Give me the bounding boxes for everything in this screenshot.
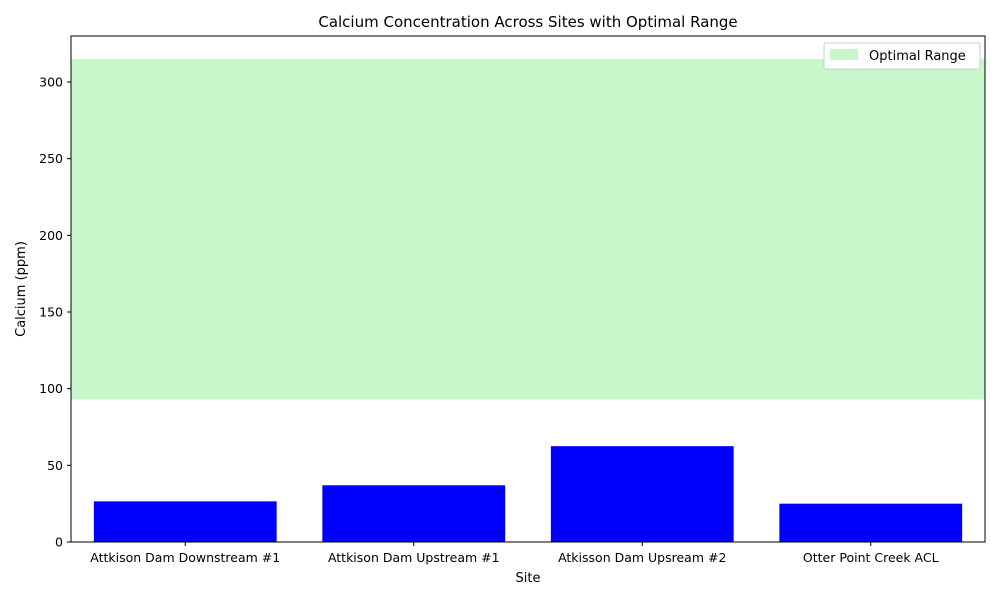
y-tick-label: 50 (47, 458, 63, 473)
y-tick-label: 300 (39, 75, 63, 90)
y-tick-label: 100 (39, 381, 63, 396)
x-tick-label: Otter Point Creek ACL (803, 550, 939, 565)
y-tick-label: 250 (39, 151, 63, 166)
legend-swatch-optimal-range (830, 49, 858, 60)
y-tick-label: 150 (39, 305, 63, 320)
y-axis: 0 50 100 150 200 250 300 (39, 75, 71, 550)
plot-frame (70, 35, 986, 543)
bar-3 (550, 446, 734, 542)
bar-4 (779, 503, 963, 542)
x-axis: Attkison Dam Downstream #1 Attkison Dam U… (90, 542, 939, 565)
y-axis-label: Calcium (ppm) (14, 241, 29, 337)
bar-2 (322, 485, 506, 542)
legend-box (823, 42, 981, 70)
chart-title: Calcium Concentration Across Sites with … (318, 13, 737, 31)
legend: Optimal Range (823, 42, 981, 70)
y-tick-label: 0 (55, 535, 63, 550)
y-tick-label: 200 (39, 228, 63, 243)
x-tick-label: Attkison Dam Upstream #1 (328, 550, 500, 565)
plot-area: 0 50 100 150 200 250 300 Attkison Dam Downstre… (39, 35, 986, 565)
legend-label-optimal-range: Optimal Range (869, 49, 966, 64)
x-tick-label: Atkisson Dam Upsream #2 (558, 550, 726, 565)
bar-1 (93, 501, 277, 542)
optimal-range-band (71, 59, 985, 400)
bars-group (93, 446, 963, 542)
x-tick-label: Attkison Dam Downstream #1 (90, 550, 280, 565)
x-axis-label: Site (516, 571, 541, 586)
